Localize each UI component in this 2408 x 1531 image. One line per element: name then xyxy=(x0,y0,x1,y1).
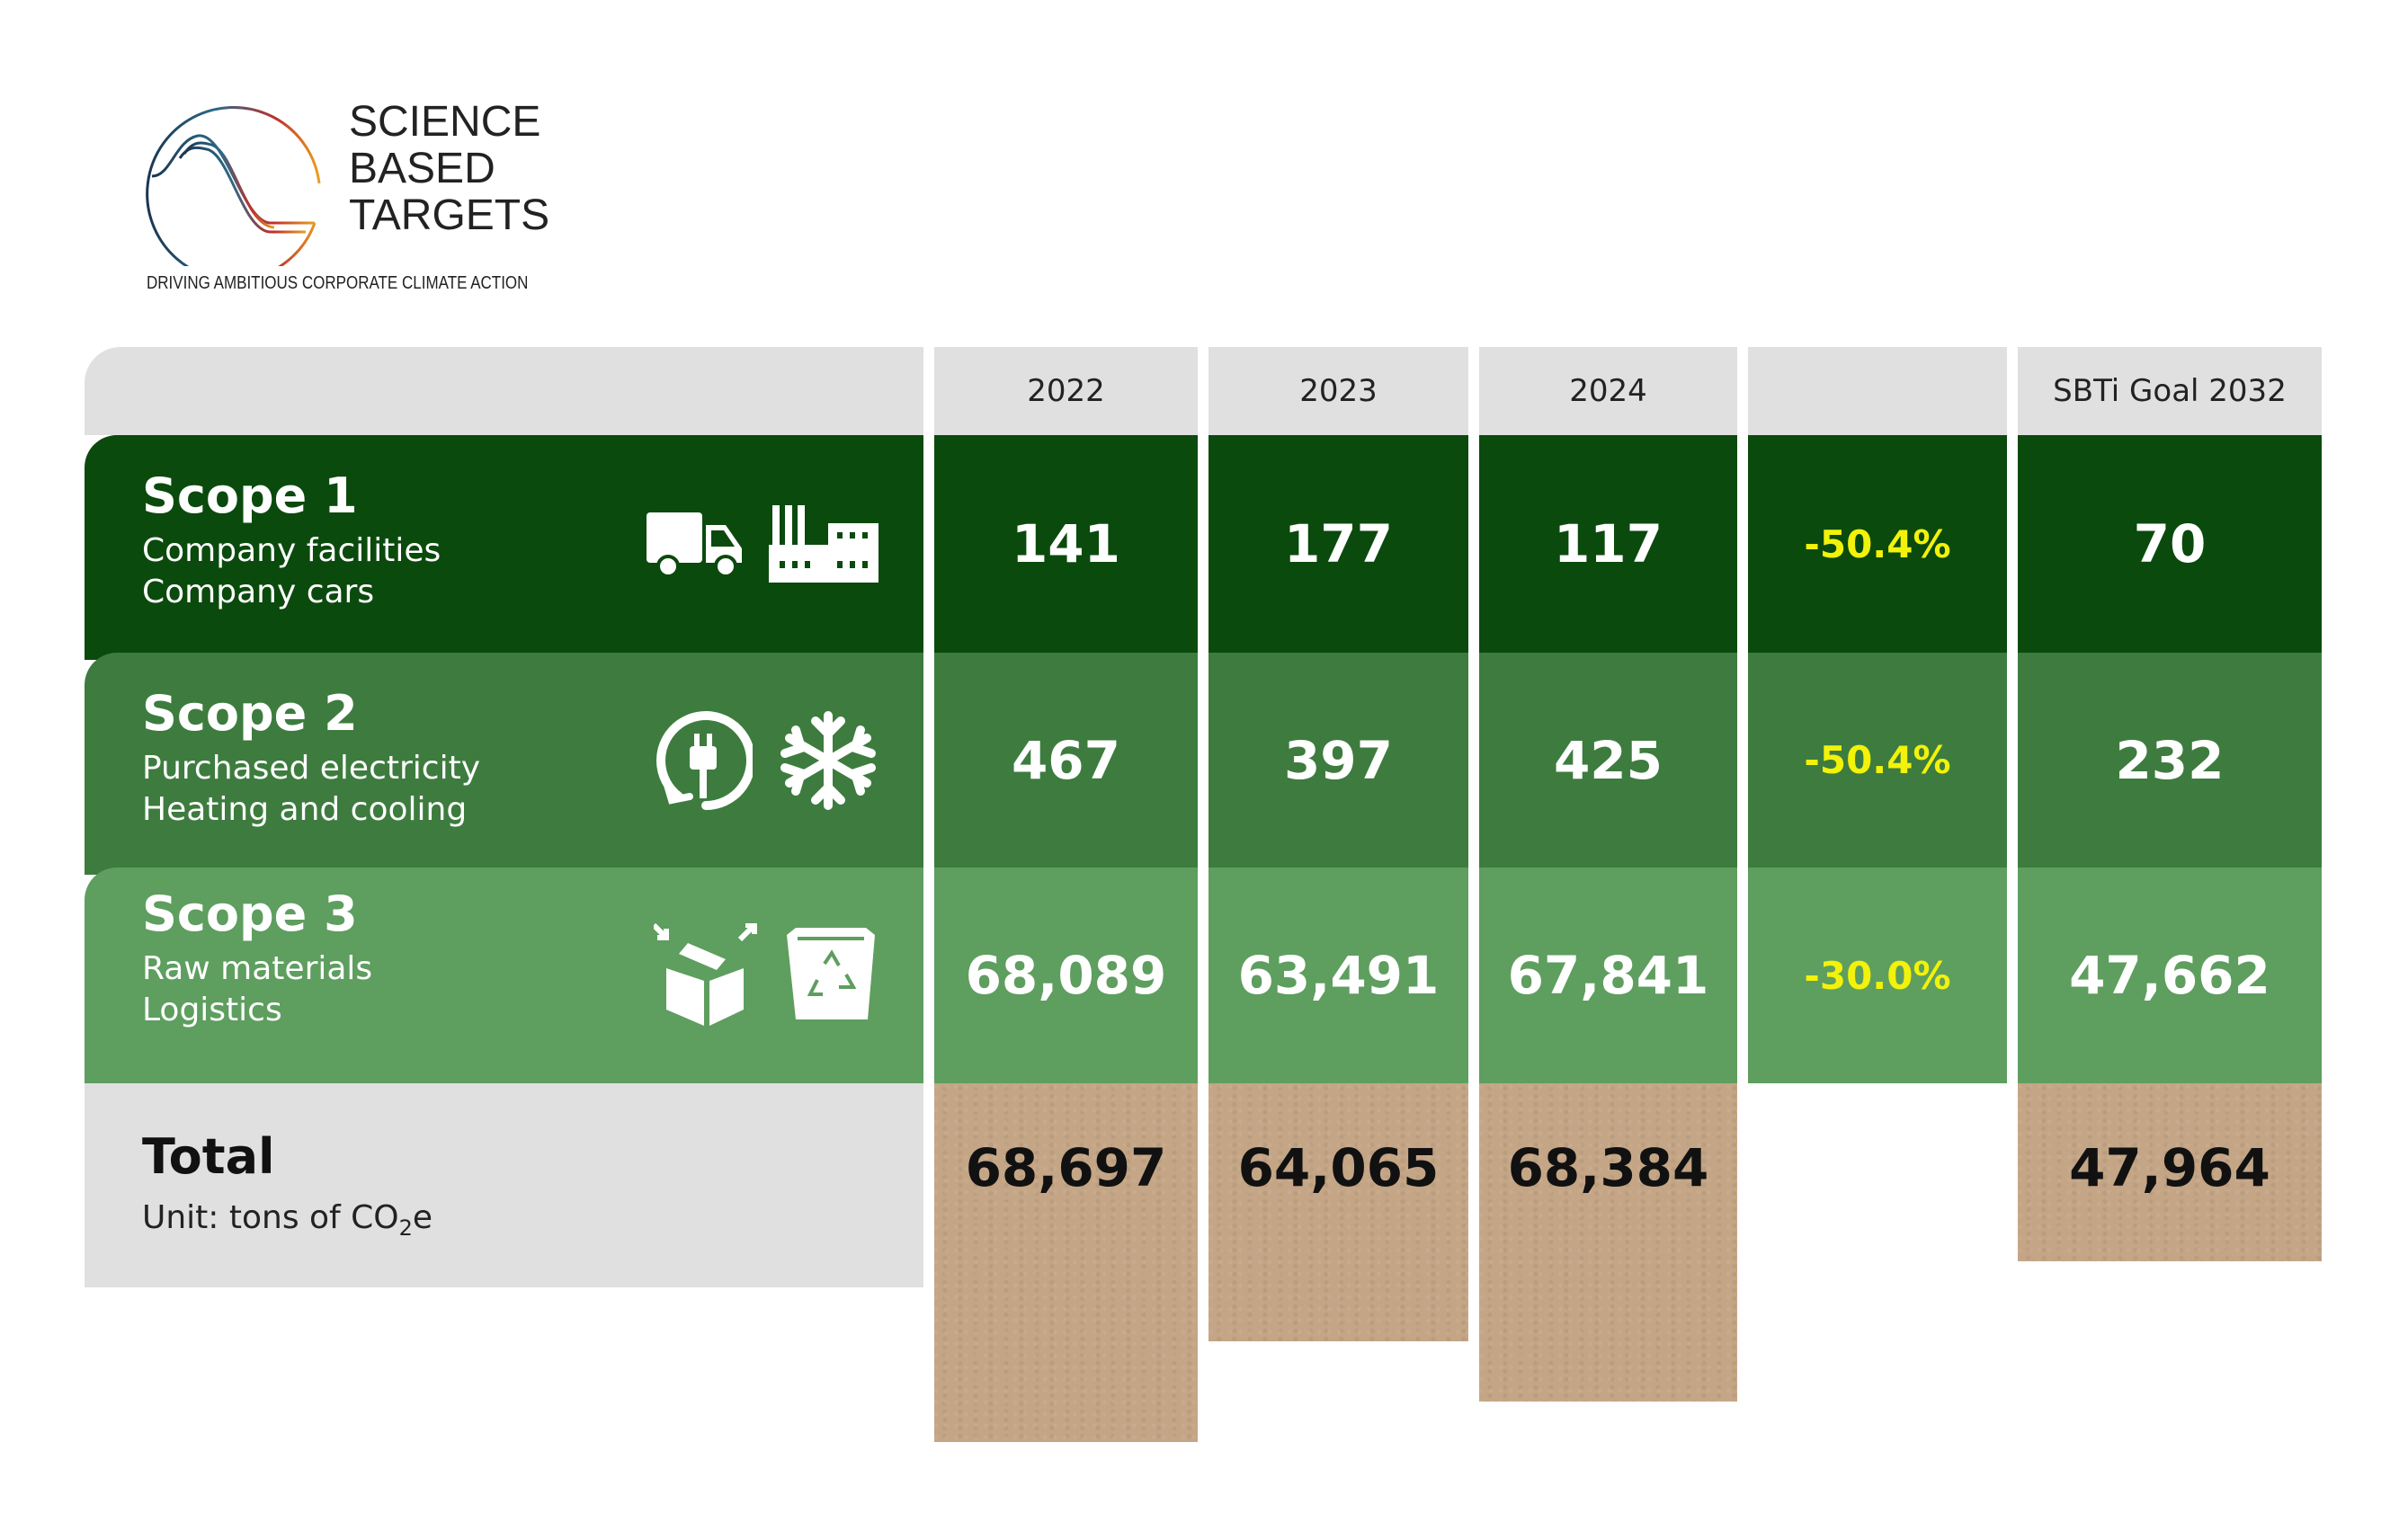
value-cell: 117 xyxy=(1479,435,1737,653)
value-cell: 425 xyxy=(1479,653,1737,868)
scope-3-label: Scope 3 Raw materials Logistics xyxy=(85,868,923,1083)
box-icon xyxy=(654,923,757,1026)
value-cell: 141 xyxy=(934,435,1198,653)
scope-title: Scope 1 xyxy=(142,467,358,524)
total-cell: 64,065 xyxy=(1208,1083,1468,1341)
value-cell: 177 xyxy=(1208,435,1468,653)
change-cell: -50.4% xyxy=(1748,653,2007,868)
scope-desc: Logistics xyxy=(142,992,282,1028)
logo-line: BASED xyxy=(349,145,495,192)
value-cell: 63,491 xyxy=(1208,868,1468,1083)
factory-icon xyxy=(769,505,878,583)
scope-desc: Company cars xyxy=(142,574,375,610)
unit-label: Unit: tons of CO2e xyxy=(142,1199,923,1241)
truck-icon xyxy=(647,512,742,578)
col-header-2024: 2024 xyxy=(1479,347,1737,435)
col-header-goal: SBTi Goal 2032 xyxy=(2018,347,2322,435)
col-header-change xyxy=(1748,347,2007,435)
value-cell: 397 xyxy=(1208,653,1468,868)
unit-text: Unit: tons of CO xyxy=(142,1199,399,1236)
value-cell: 68,089 xyxy=(934,868,1198,1083)
total-label: Total Unit: tons of CO2e xyxy=(85,1083,923,1287)
sbti-logo-emblem xyxy=(146,105,321,266)
scope-desc: Purchased electricity xyxy=(142,750,480,787)
goal-cell: 47,662 xyxy=(2018,868,2322,1083)
unit-subscript: 2 xyxy=(398,1215,413,1242)
goal-cell: 70 xyxy=(2018,435,2322,653)
logo-wordmark: SCIENCE BASED TARGETS xyxy=(349,99,549,239)
scope-1-label: Scope 1 Company facilities Company cars xyxy=(85,435,923,660)
total-goal-cell: 47,964 xyxy=(2018,1083,2322,1261)
change-cell: -30.0% xyxy=(1748,868,2007,1083)
unit-suffix: e xyxy=(412,1199,433,1236)
total-cell: 68,384 xyxy=(1479,1083,1737,1402)
logo-line: TARGETS xyxy=(349,191,550,239)
sbti-logo: SCIENCE BASED TARGETS xyxy=(144,77,557,302)
scope-2-label: Scope 2 Purchased electricity Heating and… xyxy=(85,653,923,875)
logo-tagline: DRIVING AMBITIOUS CORPORATE CLIMATE ACTI… xyxy=(147,273,529,293)
logo-line: SCIENCE xyxy=(349,98,541,146)
scope-desc: Company facilities xyxy=(142,532,441,569)
col-header-2023: 2023 xyxy=(1208,347,1468,435)
plug-cycle-icon xyxy=(656,710,753,810)
scope-desc: Raw materials xyxy=(142,950,373,987)
col-header-2022: 2022 xyxy=(934,347,1198,435)
total-cell: 68,697 xyxy=(934,1083,1198,1442)
goal-cell: 232 xyxy=(2018,653,2322,868)
scope-desc: Heating and cooling xyxy=(142,791,468,828)
change-cell: -50.4% xyxy=(1748,435,2007,653)
value-cell: 467 xyxy=(934,653,1198,868)
scope-title: Scope 3 xyxy=(142,886,358,942)
recycle-bin-icon xyxy=(787,928,875,1019)
snowflake-icon xyxy=(780,710,876,810)
total-title: Total xyxy=(142,1128,275,1185)
value-cell: 67,841 xyxy=(1479,868,1737,1083)
scope-title: Scope 2 xyxy=(142,685,358,742)
header-blank xyxy=(85,347,923,435)
